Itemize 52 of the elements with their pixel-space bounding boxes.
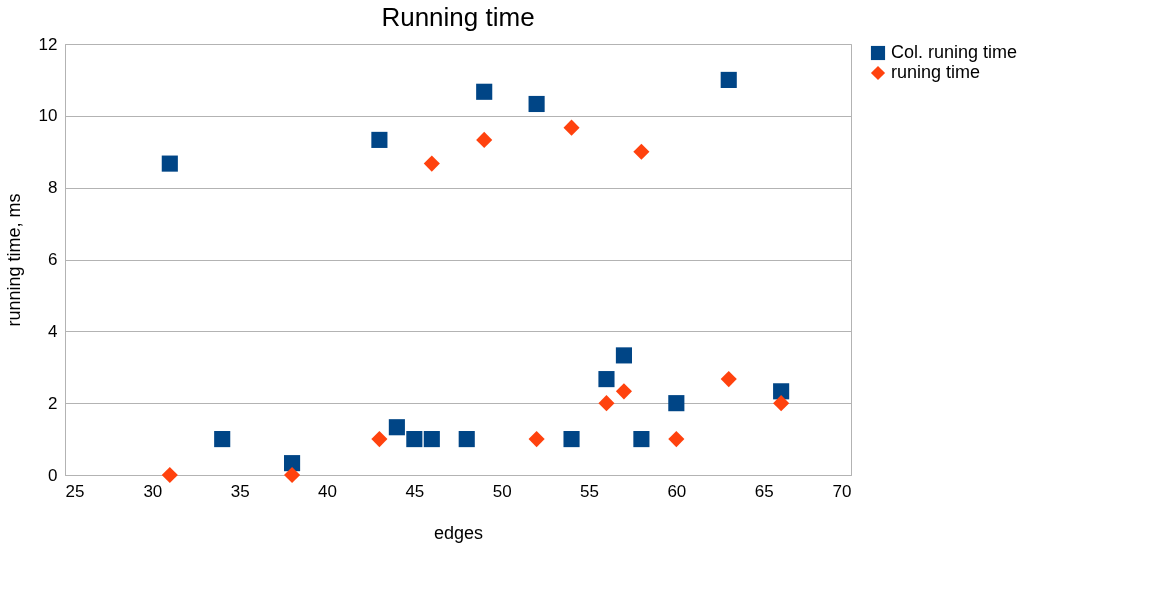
point	[668, 431, 685, 448]
chart-title: Running time	[381, 2, 535, 32]
point	[458, 431, 475, 448]
x-tick-label: 70	[832, 481, 852, 501]
point	[598, 395, 615, 412]
y-tick-label: 8	[48, 178, 58, 198]
point	[476, 83, 493, 100]
point	[371, 131, 388, 148]
point	[633, 143, 650, 160]
point	[423, 155, 440, 172]
point	[615, 383, 632, 400]
point	[720, 71, 737, 88]
point	[773, 383, 790, 400]
point	[161, 155, 178, 172]
point	[598, 371, 615, 388]
point	[615, 347, 632, 364]
point	[476, 131, 493, 148]
x-tick-label: 40	[318, 481, 337, 501]
point	[528, 95, 545, 113]
point	[633, 431, 650, 448]
x-tick-label: 60	[667, 481, 687, 501]
point	[388, 419, 405, 436]
x-tick-label: 35	[230, 481, 250, 501]
x-tick-label: 65	[754, 481, 774, 501]
point	[563, 431, 580, 448]
y-tick-label: 4	[48, 321, 58, 341]
point	[284, 455, 301, 472]
point	[423, 431, 440, 448]
point	[720, 371, 737, 388]
legend-label: runing time	[891, 62, 981, 82]
point	[563, 119, 580, 136]
point	[371, 431, 388, 448]
x-tick-label: 50	[492, 481, 512, 501]
y-axis-title: running time, ms	[3, 193, 24, 327]
point	[528, 431, 545, 448]
y-tick-label: 0	[48, 465, 58, 485]
point	[214, 431, 231, 448]
point	[284, 466, 301, 484]
point	[668, 395, 685, 412]
y-tick-label: 10	[38, 106, 58, 126]
y-tick-label: 2	[48, 393, 58, 413]
x-axis-title: edges	[433, 522, 484, 543]
y-tick-label: 6	[48, 250, 58, 269]
x-tick-label: 30	[143, 481, 163, 501]
x-tick-label: 25	[65, 481, 85, 501]
point	[773, 395, 790, 412]
legend-label: Col. runing time	[891, 42, 1018, 62]
x-tick-label: 45	[405, 481, 425, 501]
y-tick-label: 12	[38, 34, 58, 54]
x-tick-label: 55	[580, 481, 599, 501]
point	[161, 466, 178, 484]
point	[406, 431, 423, 448]
